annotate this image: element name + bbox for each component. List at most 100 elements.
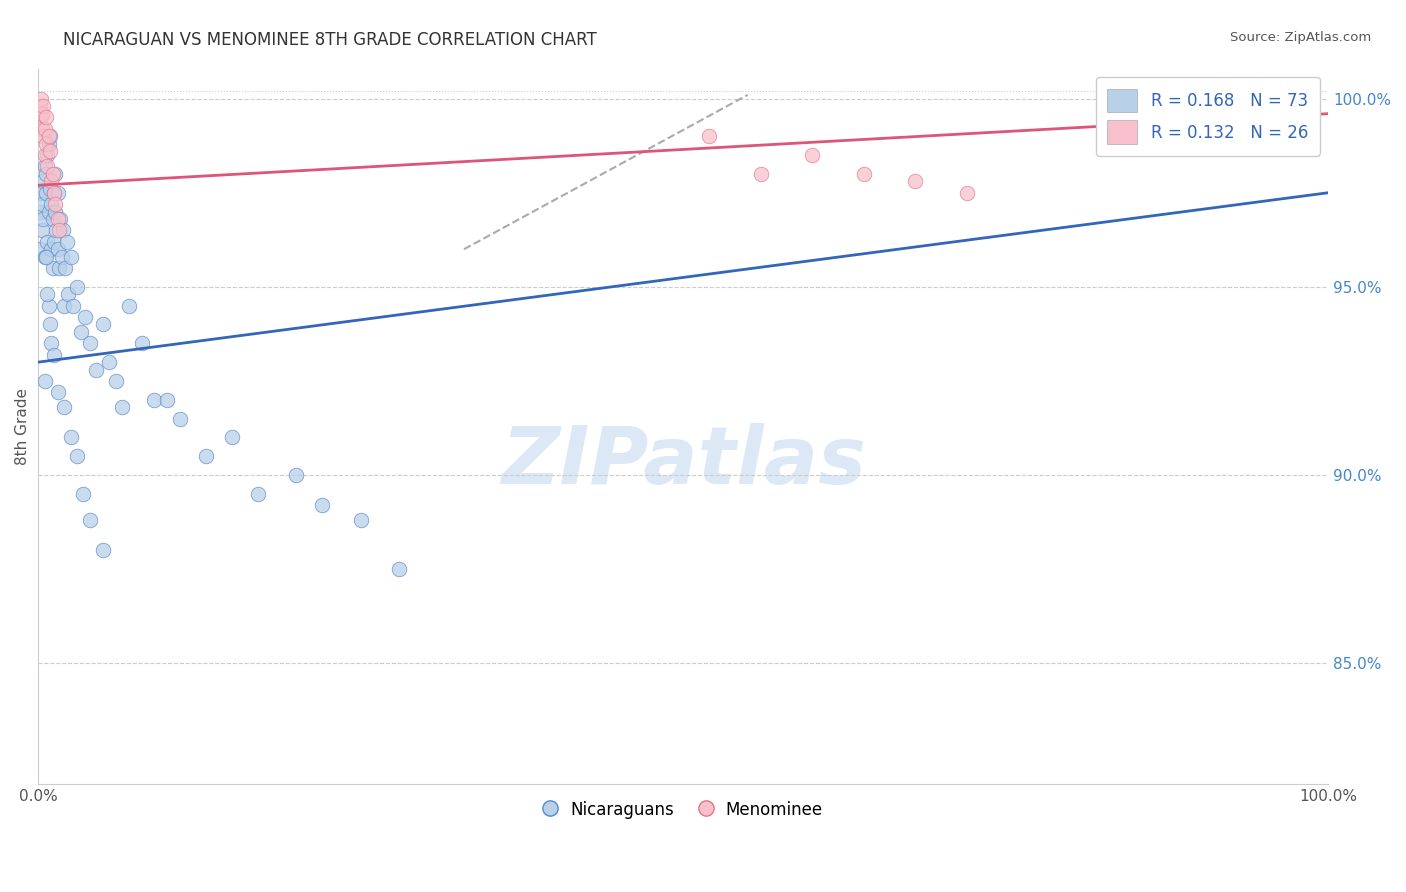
Point — [32, 129, 55, 144]
Point — [59, 250, 82, 264]
Point — [311, 498, 333, 512]
Point — [53, 401, 76, 415]
Point — [42, 186, 65, 200]
Point — [79, 336, 101, 351]
Point — [42, 235, 65, 249]
Point — [904, 174, 927, 188]
Point — [104, 374, 127, 388]
Point — [30, 204, 52, 219]
Point — [28, 242, 51, 256]
Point — [48, 260, 70, 275]
Point — [37, 160, 59, 174]
Point — [98, 355, 121, 369]
Point — [31, 223, 53, 237]
Point — [956, 186, 979, 200]
Point — [246, 487, 269, 501]
Point — [59, 430, 82, 444]
Point — [56, 287, 79, 301]
Point — [852, 167, 875, 181]
Point — [350, 513, 373, 527]
Point — [42, 348, 65, 362]
Point — [39, 197, 62, 211]
Point — [697, 129, 720, 144]
Point — [41, 167, 63, 181]
Point — [41, 260, 63, 275]
Point — [32, 212, 55, 227]
Point — [44, 197, 66, 211]
Point — [35, 250, 58, 264]
Point — [35, 136, 58, 151]
Point — [38, 204, 60, 219]
Point — [46, 186, 69, 200]
Point — [34, 374, 56, 388]
Point — [46, 212, 69, 227]
Point — [34, 250, 56, 264]
Point — [55, 260, 77, 275]
Point — [28, 99, 51, 113]
Point — [37, 287, 59, 301]
Point — [30, 92, 52, 106]
Point — [801, 148, 824, 162]
Point — [44, 204, 66, 219]
Point — [156, 392, 179, 407]
Point — [32, 174, 55, 188]
Point — [46, 242, 69, 256]
Point — [91, 543, 114, 558]
Point — [117, 299, 139, 313]
Point — [66, 280, 89, 294]
Legend: Nicaraguans, Menominee: Nicaraguans, Menominee — [537, 794, 830, 825]
Point — [37, 148, 59, 162]
Point — [111, 401, 134, 415]
Point — [39, 336, 62, 351]
Point — [31, 121, 53, 136]
Point — [39, 318, 62, 332]
Point — [45, 223, 67, 237]
Point — [49, 212, 72, 227]
Point — [388, 562, 411, 576]
Point — [46, 385, 69, 400]
Point — [73, 310, 96, 324]
Point — [32, 99, 55, 113]
Point — [143, 392, 166, 407]
Point — [44, 167, 66, 181]
Point — [169, 411, 191, 425]
Point — [42, 186, 65, 200]
Point — [39, 242, 62, 256]
Point — [749, 167, 772, 181]
Point — [37, 235, 59, 249]
Point — [53, 299, 76, 313]
Point — [131, 336, 153, 351]
Point — [34, 148, 56, 162]
Point — [35, 186, 58, 200]
Point — [35, 167, 58, 181]
Text: ZIPatlas: ZIPatlas — [501, 423, 866, 501]
Point — [91, 318, 114, 332]
Point — [38, 129, 60, 144]
Point — [62, 299, 84, 313]
Point — [48, 223, 70, 237]
Point — [30, 186, 52, 200]
Point — [195, 449, 218, 463]
Point — [285, 468, 308, 483]
Point — [39, 145, 62, 159]
Point — [38, 136, 60, 151]
Point — [38, 299, 60, 313]
Point — [79, 513, 101, 527]
Point — [35, 111, 58, 125]
Text: Source: ZipAtlas.com: Source: ZipAtlas.com — [1230, 31, 1371, 45]
Text: NICARAGUAN VS MENOMINEE 8TH GRADE CORRELATION CHART: NICARAGUAN VS MENOMINEE 8TH GRADE CORREL… — [63, 31, 598, 49]
Point — [39, 129, 62, 144]
Point — [30, 111, 52, 125]
Point — [34, 160, 56, 174]
Y-axis label: 8th Grade: 8th Grade — [15, 388, 30, 465]
Point — [55, 235, 77, 249]
Point — [72, 487, 94, 501]
Point — [86, 362, 108, 376]
Point — [34, 121, 56, 136]
Point — [66, 449, 89, 463]
Point — [31, 197, 53, 211]
Point — [31, 106, 53, 120]
Point — [39, 182, 62, 196]
Point — [52, 223, 75, 237]
Point — [70, 325, 93, 339]
